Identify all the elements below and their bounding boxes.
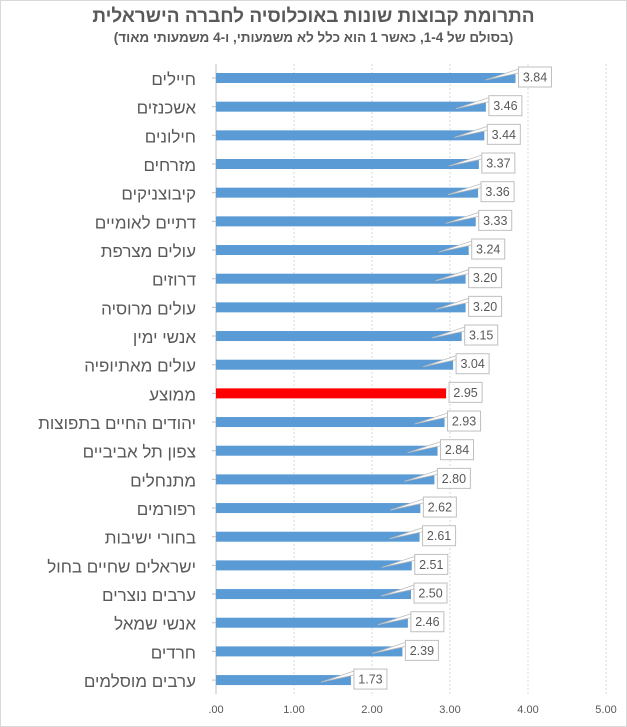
bar — [216, 531, 420, 542]
data-label: 2.93 — [452, 415, 476, 429]
data-label-box — [486, 123, 521, 145]
bar — [216, 560, 412, 571]
bar — [216, 474, 435, 485]
data-label: 2.80 — [442, 472, 466, 486]
bar — [216, 187, 479, 198]
category-label: עולים מרוסיה — [101, 299, 196, 318]
data-label-box — [471, 238, 506, 260]
data-label: 3.20 — [473, 271, 497, 285]
category-label: עולים מאתיופיה — [84, 357, 196, 376]
category-label: בחורי ישיבות — [105, 529, 196, 548]
data-label: 3.36 — [485, 185, 509, 199]
data-label: 3.15 — [469, 329, 493, 343]
category-label: ערבים מוסלמים — [84, 672, 196, 691]
data-label: 2.51 — [419, 558, 443, 572]
category-label: אשכנזים — [137, 99, 197, 118]
data-label: 2.62 — [428, 501, 452, 515]
category-label: רפורמים — [137, 500, 196, 519]
category-label: חיילים — [151, 70, 196, 89]
data-label-box — [413, 582, 448, 604]
bar — [216, 216, 476, 227]
data-label-box — [455, 353, 490, 375]
category-label: מזרחים — [143, 156, 196, 175]
data-label: 3.04 — [460, 357, 484, 371]
bar — [216, 130, 485, 141]
data-label-box — [464, 324, 499, 346]
data-label: 2.46 — [415, 615, 439, 629]
category-label: אנשי ימין — [133, 328, 196, 347]
chart-title: התרומת קבוצות שונות באוכלוסיה לחברה הישר… — [92, 6, 535, 27]
bar — [216, 388, 447, 399]
bar — [216, 273, 466, 284]
bar — [216, 617, 408, 628]
data-label-box — [410, 611, 445, 633]
data-label-box — [480, 181, 515, 203]
data-label: 1.73 — [358, 673, 382, 687]
bar — [216, 503, 421, 514]
data-label-box — [448, 381, 483, 403]
bar — [216, 73, 516, 83]
data-label-box — [518, 66, 553, 88]
category-label: דרוזים — [152, 271, 196, 290]
data-label: 2.84 — [445, 443, 469, 457]
bar — [216, 589, 411, 600]
data-label-box — [422, 525, 457, 547]
x-tick-label: 4.00 — [517, 704, 538, 716]
data-label: 3.44 — [492, 128, 516, 142]
bar — [216, 245, 469, 256]
category-label: ערבים נוצרים — [102, 586, 196, 605]
data-label: 3.37 — [486, 157, 510, 171]
data-label-box — [468, 295, 503, 317]
bar — [216, 417, 445, 428]
data-label-box — [436, 467, 471, 489]
category-label: ישראלים שחיים בחול — [47, 557, 196, 576]
data-label-box — [447, 410, 482, 432]
bar — [216, 445, 438, 456]
bar — [216, 646, 403, 657]
bar — [216, 302, 466, 313]
data-label: 3.20 — [473, 300, 497, 314]
data-label: 3.24 — [476, 243, 500, 257]
x-tick-label: .00 — [208, 704, 223, 716]
category-label: יהודים החיים בתפוצות — [38, 414, 196, 433]
bar — [216, 675, 351, 686]
data-label-box — [478, 209, 513, 231]
data-label-box — [404, 639, 439, 661]
bar — [216, 159, 479, 170]
category-label: דתיים לאומיים — [95, 213, 196, 232]
x-tick-label: 2.00 — [361, 704, 382, 716]
data-label-box — [481, 152, 516, 174]
category-label: אנשי שמאל — [114, 615, 196, 634]
data-label: 3.84 — [523, 71, 547, 85]
category-label: צפון תל אביביים — [83, 443, 196, 462]
category-label: קיבוצניקים — [121, 185, 196, 204]
data-label-box — [468, 267, 503, 289]
x-tick-label: 1.00 — [283, 704, 304, 716]
data-label-box — [488, 95, 523, 117]
data-label: 2.61 — [427, 529, 451, 543]
bar — [216, 359, 454, 370]
data-label: 3.46 — [493, 99, 517, 113]
bar — [216, 331, 462, 342]
x-tick-label: 3.00 — [439, 704, 460, 716]
x-tick-label: 5.00 — [595, 704, 616, 716]
data-label: 2.95 — [453, 386, 477, 400]
chart-subtitle: (בסולם של 1-4, כאשר 1 הוא כלל לא משמעותי… — [113, 30, 514, 45]
data-label: 3.33 — [483, 214, 507, 228]
data-label-box — [353, 668, 388, 690]
data-label: 2.50 — [418, 587, 442, 601]
category-label: ממוצע — [149, 385, 196, 404]
category-label: חרדים — [151, 643, 196, 662]
bar — [216, 101, 486, 112]
category-label: מתנחלים — [130, 471, 196, 490]
data-label-box — [414, 553, 449, 575]
category-label: חילונים — [145, 127, 196, 146]
data-label: 2.39 — [410, 644, 434, 658]
category-label: עולים מצרפת — [101, 242, 196, 261]
data-label-box — [422, 496, 457, 518]
data-label-box — [440, 439, 475, 461]
